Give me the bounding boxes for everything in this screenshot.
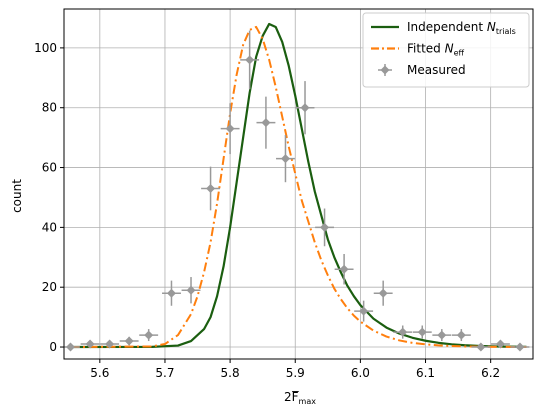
x-tick-label: 5.7 xyxy=(155,366,174,380)
legend-label-subscript: trials xyxy=(496,27,516,36)
y-tick-label: 20 xyxy=(42,280,57,294)
x-axis-label-main: 2F xyxy=(284,390,299,404)
y-tick-label: 100 xyxy=(34,41,57,55)
legend-label-main: Fitted xyxy=(407,42,445,56)
legend-label-main: Independent xyxy=(407,20,487,34)
legend: Independent Ntrials Fitted Neff Measured xyxy=(363,13,529,87)
x-tick-label: 6.0 xyxy=(351,366,370,380)
x-axis-label-subscript: max xyxy=(299,397,317,406)
legend-label-subscript: eff xyxy=(454,49,465,58)
x-tick-label: 6.1 xyxy=(416,366,435,380)
y-axis-label: count xyxy=(10,179,24,213)
x-tick-label: 5.9 xyxy=(286,366,305,380)
y-tick-label: 80 xyxy=(42,101,57,115)
legend-label: Measured xyxy=(407,63,466,77)
x-tick-label: 6.2 xyxy=(481,366,500,380)
legend-label-symbol: N xyxy=(487,20,496,34)
y-tick-label: 40 xyxy=(42,220,57,234)
y-tick-label: 60 xyxy=(42,161,57,175)
x-tick-label: 5.6 xyxy=(90,366,109,380)
y-tick-label: 0 xyxy=(49,340,57,354)
x-tick-label: 5.8 xyxy=(221,366,240,380)
legend-label-symbol: N xyxy=(445,42,454,56)
legend-label-main: Measured xyxy=(407,63,466,77)
